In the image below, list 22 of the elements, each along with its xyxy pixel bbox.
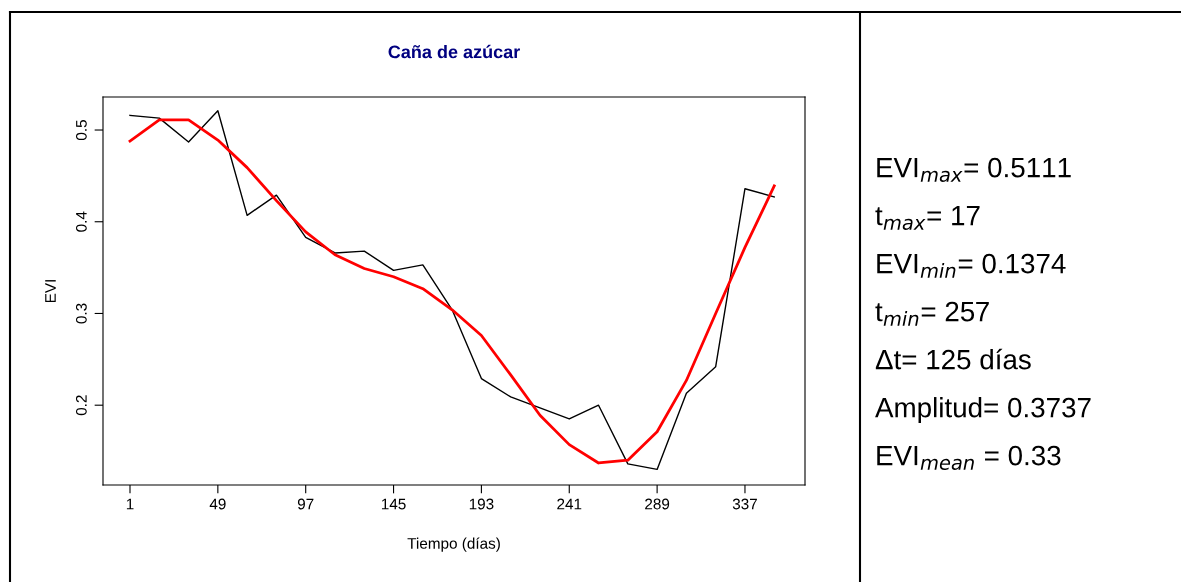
x-tick-label: 289 [645,498,670,510]
y-tick-label: 0.3 [75,303,87,324]
x-tick-label: 241 [557,498,582,510]
text: t$_{min}$= 257 [875,301,989,326]
text: EVI$_{max}$= 0.5111 [877,157,1071,182]
y-tick-label: 0.4 [75,211,87,232]
text: t$_{max}$= 17 [875,206,980,230]
x-tick-label: 1 [126,498,134,510]
x-tick-label: 145 [381,498,406,510]
x-tick-label: 49 [209,498,226,510]
x-tick-label: 97 [297,498,314,510]
chart-title: Caña de azúcar [388,44,520,59]
text: EVI$_{min}$= 0.1374 [877,253,1066,278]
text: Δt= 125 días [875,348,1031,370]
x-tick-label: 337 [732,498,757,510]
y-tick-label: 0.2 [75,395,87,416]
text: EVI$_{mean}$ = 0.33 [877,445,1061,470]
y-axis-title: EVI [45,280,56,303]
y-tick-label: 0.5 [75,120,87,141]
text: Amplitud= 0.3737 [875,397,1091,423]
x-axis-title: Tiempo (días) [407,537,500,552]
x-tick-label: 193 [469,498,494,510]
